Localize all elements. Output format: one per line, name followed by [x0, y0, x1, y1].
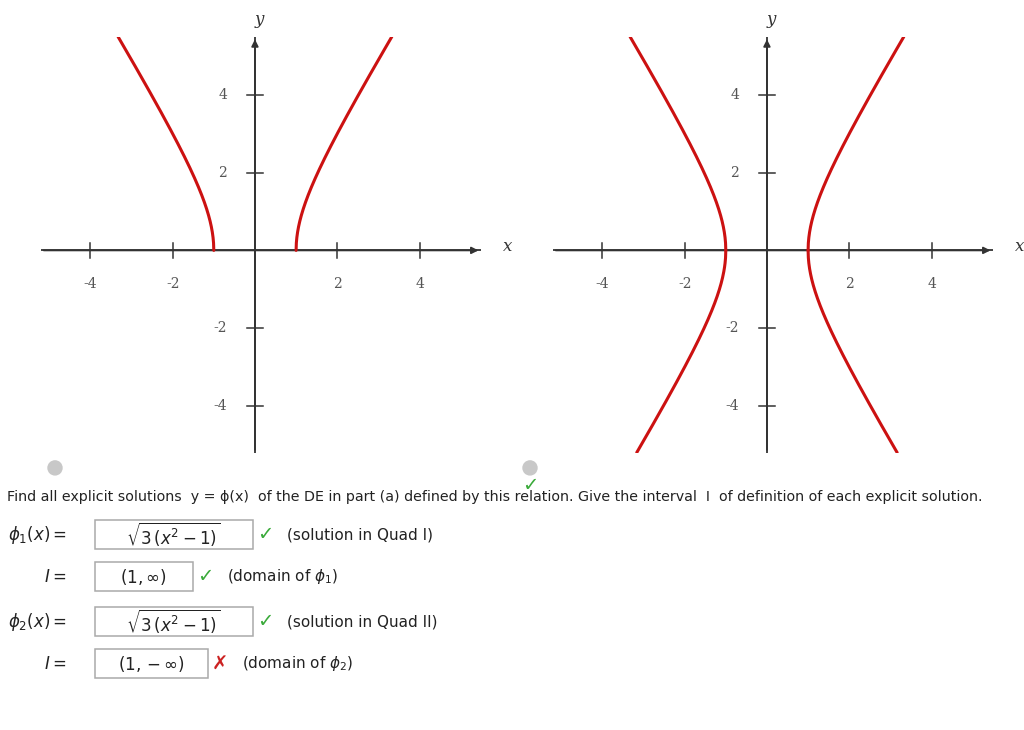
Text: -2: -2 — [166, 277, 179, 291]
Text: $\phi_1(x) =$: $\phi_1(x) =$ — [8, 524, 67, 546]
Text: $I =$: $I =$ — [44, 568, 67, 586]
Text: $\phi_2(x) =$: $\phi_2(x) =$ — [8, 611, 67, 633]
Text: (solution in Quad II): (solution in Quad II) — [287, 615, 437, 629]
Text: 4: 4 — [927, 277, 936, 291]
Text: Find all explicit solutions  y = ϕ(x)  of the DE in part (a) defined by this rel: Find all explicit solutions y = ϕ(x) of … — [7, 490, 982, 504]
Text: -2: -2 — [678, 277, 691, 291]
FancyBboxPatch shape — [94, 650, 208, 678]
FancyBboxPatch shape — [94, 520, 253, 550]
Text: ✓: ✓ — [257, 612, 273, 631]
Text: (domain of $\phi_1$): (domain of $\phi_1$) — [227, 567, 338, 586]
Text: (solution in Quad I): (solution in Quad I) — [287, 528, 433, 542]
Text: x: x — [1015, 238, 1024, 256]
Text: y: y — [254, 11, 263, 28]
Text: $I =$: $I =$ — [44, 655, 67, 673]
FancyBboxPatch shape — [94, 562, 193, 591]
Text: 4: 4 — [415, 277, 424, 291]
Text: (domain of $\phi_2$): (domain of $\phi_2$) — [242, 655, 353, 674]
Circle shape — [523, 461, 537, 475]
Text: -4: -4 — [726, 399, 739, 413]
Text: -4: -4 — [596, 277, 609, 291]
Text: y: y — [766, 11, 775, 28]
Text: -2: -2 — [726, 321, 739, 335]
Text: 2: 2 — [333, 277, 342, 291]
Text: -2: -2 — [214, 321, 227, 335]
Text: 2: 2 — [730, 166, 739, 180]
Text: 2: 2 — [218, 166, 227, 180]
Text: ✓: ✓ — [197, 567, 213, 586]
Text: 4: 4 — [730, 88, 739, 101]
Text: ✓: ✓ — [522, 477, 539, 496]
Text: $\sqrt{3\,(x^2-1)}$: $\sqrt{3\,(x^2-1)}$ — [126, 520, 221, 549]
Text: -4: -4 — [84, 277, 97, 291]
Text: -4: -4 — [214, 399, 227, 413]
FancyBboxPatch shape — [94, 607, 253, 637]
Text: $(1,-\infty)$: $(1,-\infty)$ — [118, 654, 184, 674]
Circle shape — [48, 461, 62, 475]
Text: ✓: ✓ — [257, 526, 273, 545]
Text: 4: 4 — [218, 88, 227, 101]
Text: $(1,\infty)$: $(1,\infty)$ — [120, 567, 167, 587]
Text: ✗: ✗ — [212, 655, 228, 674]
Text: 2: 2 — [845, 277, 854, 291]
Text: $\sqrt{3\,(x^2-1)}$: $\sqrt{3\,(x^2-1)}$ — [126, 608, 221, 636]
Text: x: x — [504, 238, 513, 256]
